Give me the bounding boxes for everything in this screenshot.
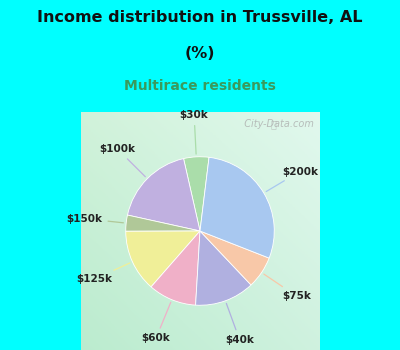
Text: $60k: $60k (142, 302, 171, 343)
Text: $40k: $40k (225, 303, 254, 345)
Wedge shape (184, 157, 209, 231)
Wedge shape (196, 231, 251, 305)
Text: Multirace residents: Multirace residents (124, 79, 276, 93)
Wedge shape (126, 231, 200, 287)
Text: ⦾: ⦾ (270, 119, 276, 129)
Text: (%): (%) (185, 46, 215, 61)
Text: Income distribution in Trussville, AL: Income distribution in Trussville, AL (37, 10, 363, 26)
Wedge shape (126, 215, 200, 231)
Wedge shape (200, 231, 269, 285)
Text: $100k: $100k (100, 144, 145, 177)
Wedge shape (200, 157, 274, 258)
Text: City-Data.com: City-Data.com (238, 119, 314, 129)
Wedge shape (128, 159, 200, 231)
Text: $75k: $75k (264, 274, 311, 301)
Text: $30k: $30k (180, 110, 208, 154)
Text: $125k: $125k (76, 263, 130, 284)
Text: $150k: $150k (66, 214, 124, 224)
Wedge shape (151, 231, 200, 305)
Text: $200k: $200k (266, 167, 318, 191)
